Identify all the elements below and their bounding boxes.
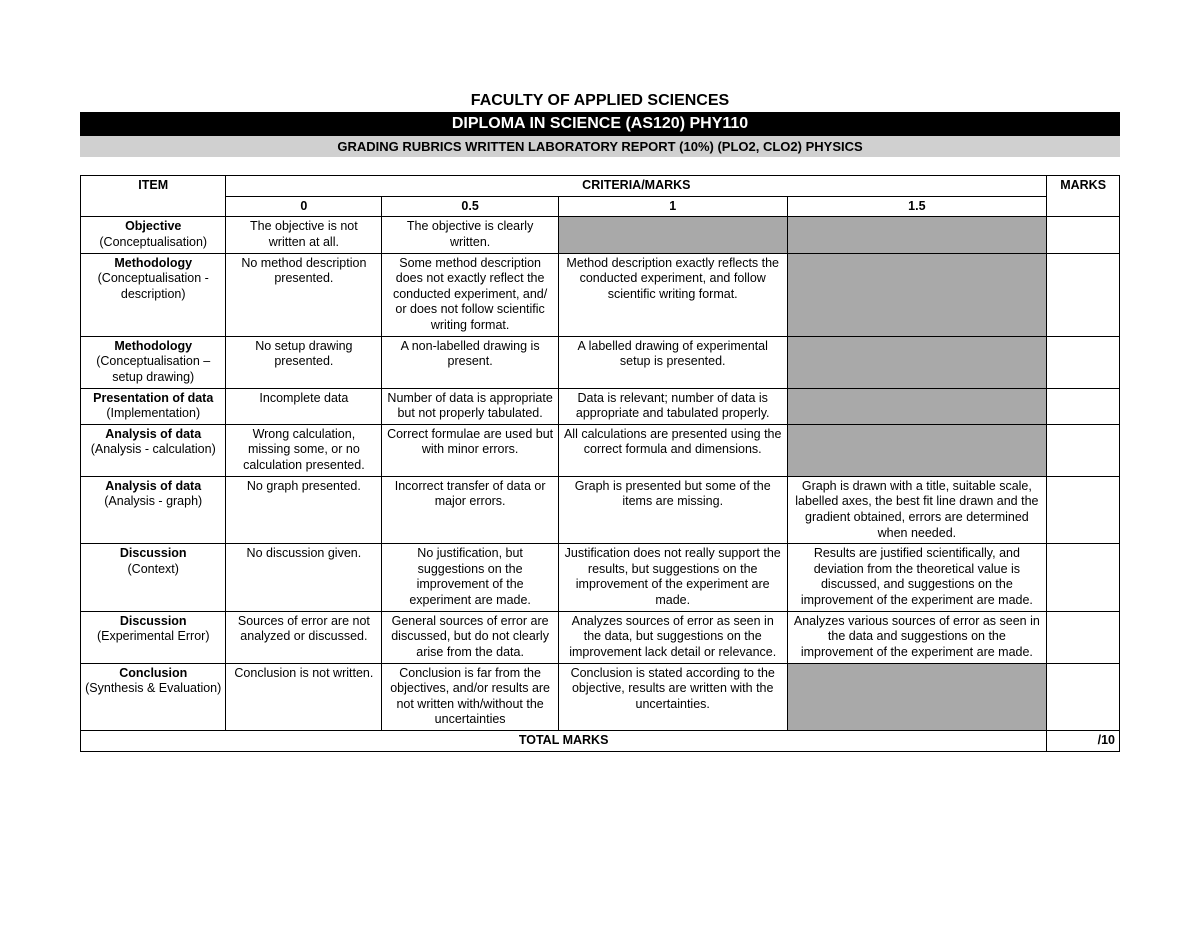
table-row: Objective(Conceptualisation)The objectiv… xyxy=(81,217,1120,253)
criteria-cell-c0: Incomplete data xyxy=(226,388,382,424)
header-faculty: FACULTY OF APPLIED SCIENCES xyxy=(80,90,1120,112)
col-header-0.5: 0.5 xyxy=(382,196,559,217)
rubric-table: ITEM CRITERIA/MARKS MARKS 0 0.5 1 1.5 Ob… xyxy=(80,175,1120,752)
criteria-cell-c1: All calculations are presented using the… xyxy=(558,424,787,476)
item-cell: Conclusion(Synthesis & Evaluation) xyxy=(81,663,226,731)
col-header-marks: MARKS xyxy=(1047,176,1120,217)
item-subtitle: (Analysis - calculation) xyxy=(85,442,221,458)
item-cell: Methodology(Conceptualisation - descript… xyxy=(81,253,226,336)
criteria-cell-c15 xyxy=(787,217,1047,253)
item-subtitle: (Synthesis & Evaluation) xyxy=(85,681,221,697)
table-header-row-1: ITEM CRITERIA/MARKS MARKS xyxy=(81,176,1120,197)
criteria-cell-c0: No setup drawing presented. xyxy=(226,336,382,388)
marks-cell xyxy=(1047,217,1120,253)
item-title: Discussion xyxy=(85,546,221,562)
item-cell: Discussion(Context) xyxy=(81,544,226,612)
item-title: Methodology xyxy=(85,339,221,355)
criteria-cell-c05: No justification, but suggestions on the… xyxy=(382,544,559,612)
table-row: Analysis of data(Analysis - graph)No gra… xyxy=(81,476,1120,544)
criteria-cell-c0: No method description presented. xyxy=(226,253,382,336)
criteria-cell-c05: General sources of error are discussed, … xyxy=(382,611,559,663)
marks-cell xyxy=(1047,663,1120,731)
marks-cell xyxy=(1047,388,1120,424)
marks-cell xyxy=(1047,424,1120,476)
item-subtitle: (Conceptualisation) xyxy=(85,235,221,251)
marks-cell xyxy=(1047,253,1120,336)
item-subtitle: (Implementation) xyxy=(85,406,221,422)
col-header-criteria: CRITERIA/MARKS xyxy=(226,176,1047,197)
criteria-cell-c15 xyxy=(787,663,1047,731)
item-cell: Discussion(Experimental Error) xyxy=(81,611,226,663)
criteria-cell-c1: Analyzes sources of error as seen in the… xyxy=(558,611,787,663)
criteria-cell-c05: Number of data is appropriate but not pr… xyxy=(382,388,559,424)
item-subtitle: (Conceptualisation – setup drawing) xyxy=(85,354,221,385)
col-header-1.5: 1.5 xyxy=(787,196,1047,217)
criteria-cell-c05: Incorrect transfer of data or major erro… xyxy=(382,476,559,544)
criteria-cell-c0: The objective is not written at all. xyxy=(226,217,382,253)
criteria-cell-c15 xyxy=(787,336,1047,388)
item-subtitle: (Experimental Error) xyxy=(85,629,221,645)
criteria-cell-c05: Correct formulae are used but with minor… xyxy=(382,424,559,476)
criteria-cell-c0: No graph presented. xyxy=(226,476,382,544)
table-row: Methodology(Conceptualisation - descript… xyxy=(81,253,1120,336)
item-cell: Objective(Conceptualisation) xyxy=(81,217,226,253)
item-title: Presentation of data xyxy=(85,391,221,407)
criteria-cell-c15: Results are justified scientifically, an… xyxy=(787,544,1047,612)
item-subtitle: (Context) xyxy=(85,562,221,578)
criteria-cell-c1: Justification does not really support th… xyxy=(558,544,787,612)
criteria-cell-c05: A non-labelled drawing is present. xyxy=(382,336,559,388)
criteria-cell-c1: Method description exactly reflects the … xyxy=(558,253,787,336)
criteria-cell-c0: Sources of error are not analyzed or dis… xyxy=(226,611,382,663)
marks-cell xyxy=(1047,476,1120,544)
header-program: DIPLOMA IN SCIENCE (AS120) PHY110 xyxy=(80,112,1120,136)
total-label: TOTAL MARKS xyxy=(81,731,1047,752)
item-cell: Methodology(Conceptualisation – setup dr… xyxy=(81,336,226,388)
marks-cell xyxy=(1047,336,1120,388)
col-header-item: ITEM xyxy=(81,176,226,217)
criteria-cell-c1: Graph is presented but some of the items… xyxy=(558,476,787,544)
item-subtitle: (Conceptualisation - description) xyxy=(85,271,221,302)
total-value: /10 xyxy=(1047,731,1120,752)
marks-cell xyxy=(1047,544,1120,612)
item-cell: Analysis of data(Analysis - graph) xyxy=(81,476,226,544)
criteria-cell-c1: Conclusion is stated according to the ob… xyxy=(558,663,787,731)
table-row: Methodology(Conceptualisation – setup dr… xyxy=(81,336,1120,388)
marks-cell xyxy=(1047,611,1120,663)
criteria-cell-c1 xyxy=(558,217,787,253)
table-header-row-2: 0 0.5 1 1.5 xyxy=(81,196,1120,217)
item-subtitle: (Analysis - graph) xyxy=(85,494,221,510)
criteria-cell-c15 xyxy=(787,424,1047,476)
item-title: Discussion xyxy=(85,614,221,630)
item-cell: Analysis of data(Analysis - calculation) xyxy=(81,424,226,476)
criteria-cell-c0: Wrong calculation, missing some, or no c… xyxy=(226,424,382,476)
item-title: Analysis of data xyxy=(85,479,221,495)
criteria-cell-c05: Conclusion is far from the objectives, a… xyxy=(382,663,559,731)
col-header-1: 1 xyxy=(558,196,787,217)
table-row: Presentation of data(Implementation)Inco… xyxy=(81,388,1120,424)
item-title: Conclusion xyxy=(85,666,221,682)
criteria-cell-c05: Some method description does not exactly… xyxy=(382,253,559,336)
criteria-cell-c15 xyxy=(787,253,1047,336)
criteria-cell-c0: No discussion given. xyxy=(226,544,382,612)
col-header-0: 0 xyxy=(226,196,382,217)
criteria-cell-c0: Conclusion is not written. xyxy=(226,663,382,731)
table-row: Discussion(Experimental Error)Sources of… xyxy=(81,611,1120,663)
table-row: Analysis of data(Analysis - calculation)… xyxy=(81,424,1120,476)
criteria-cell-c05: The objective is clearly written. xyxy=(382,217,559,253)
criteria-cell-c1: Data is relevant; number of data is appr… xyxy=(558,388,787,424)
criteria-cell-c1: A labelled drawing of experimental setup… xyxy=(558,336,787,388)
item-cell: Presentation of data(Implementation) xyxy=(81,388,226,424)
total-row: TOTAL MARKS/10 xyxy=(81,731,1120,752)
criteria-cell-c15 xyxy=(787,388,1047,424)
criteria-cell-c15: Graph is drawn with a title, suitable sc… xyxy=(787,476,1047,544)
item-title: Objective xyxy=(85,219,221,235)
item-title: Methodology xyxy=(85,256,221,272)
table-row: Conclusion(Synthesis & Evaluation)Conclu… xyxy=(81,663,1120,731)
item-title: Analysis of data xyxy=(85,427,221,443)
table-row: Discussion(Context)No discussion given.N… xyxy=(81,544,1120,612)
header-rubric-title: GRADING RUBRICS WRITTEN LABORATORY REPOR… xyxy=(80,136,1120,157)
criteria-cell-c15: Analyzes various sources of error as see… xyxy=(787,611,1047,663)
